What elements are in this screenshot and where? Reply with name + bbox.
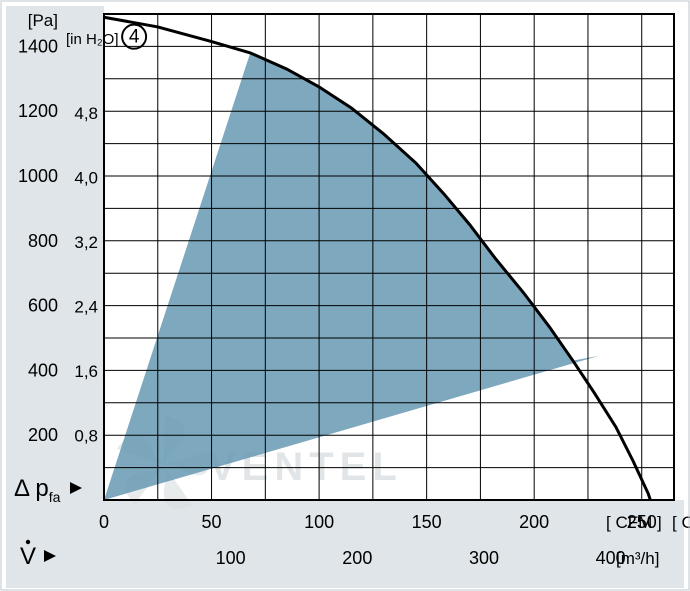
- y-tick-inh2o: 1,6: [74, 362, 98, 381]
- x-tick-cfm: 0: [99, 512, 109, 532]
- x-tick-cfm: 200: [519, 512, 549, 532]
- y-tick-pa: 200: [28, 425, 58, 445]
- x-unit-m3h: [m³/h]: [616, 549, 659, 568]
- y-tick-inh2o: 3,2: [74, 233, 98, 252]
- x-axis-symbol-dot: [26, 540, 30, 544]
- y-tick-inh2o: 2,4: [74, 297, 98, 316]
- y-tick-pa: 1400: [18, 36, 58, 56]
- x-unit-cfm: [ CFM ]: [672, 513, 690, 532]
- y-tick-inh2o: 4,8: [74, 104, 98, 123]
- y-tick-pa: 600: [28, 296, 58, 316]
- x-tick-cfm: 50: [202, 512, 222, 532]
- x-tick-m3h: 300: [469, 548, 499, 568]
- y-tick-inh2o: 0,8: [74, 426, 98, 445]
- x-tick-cfm: 100: [304, 512, 334, 532]
- y-tick-pa: 1000: [18, 166, 58, 186]
- y-unit-inh2o: [in H₂O]: [66, 31, 119, 48]
- fan-curve-chart: VENTEL4200400600800100012001400[Pa][in H…: [0, 0, 690, 591]
- x-unit-cfm-label: [ CFM ]: [606, 513, 662, 532]
- x-tick-m3h: 200: [342, 548, 372, 568]
- curve-marker-label: 4: [129, 27, 140, 48]
- y-unit-pa: [Pa]: [28, 11, 58, 30]
- y-tick-pa: 800: [28, 231, 58, 251]
- y-tick-pa: 1200: [18, 101, 58, 121]
- x-tick-m3h: 100: [216, 548, 246, 568]
- y-tick-inh2o: 4,0: [74, 168, 98, 187]
- x-axis-symbol: V: [20, 543, 36, 570]
- y-tick-pa: 400: [28, 360, 58, 380]
- x-tick-cfm: 150: [412, 512, 442, 532]
